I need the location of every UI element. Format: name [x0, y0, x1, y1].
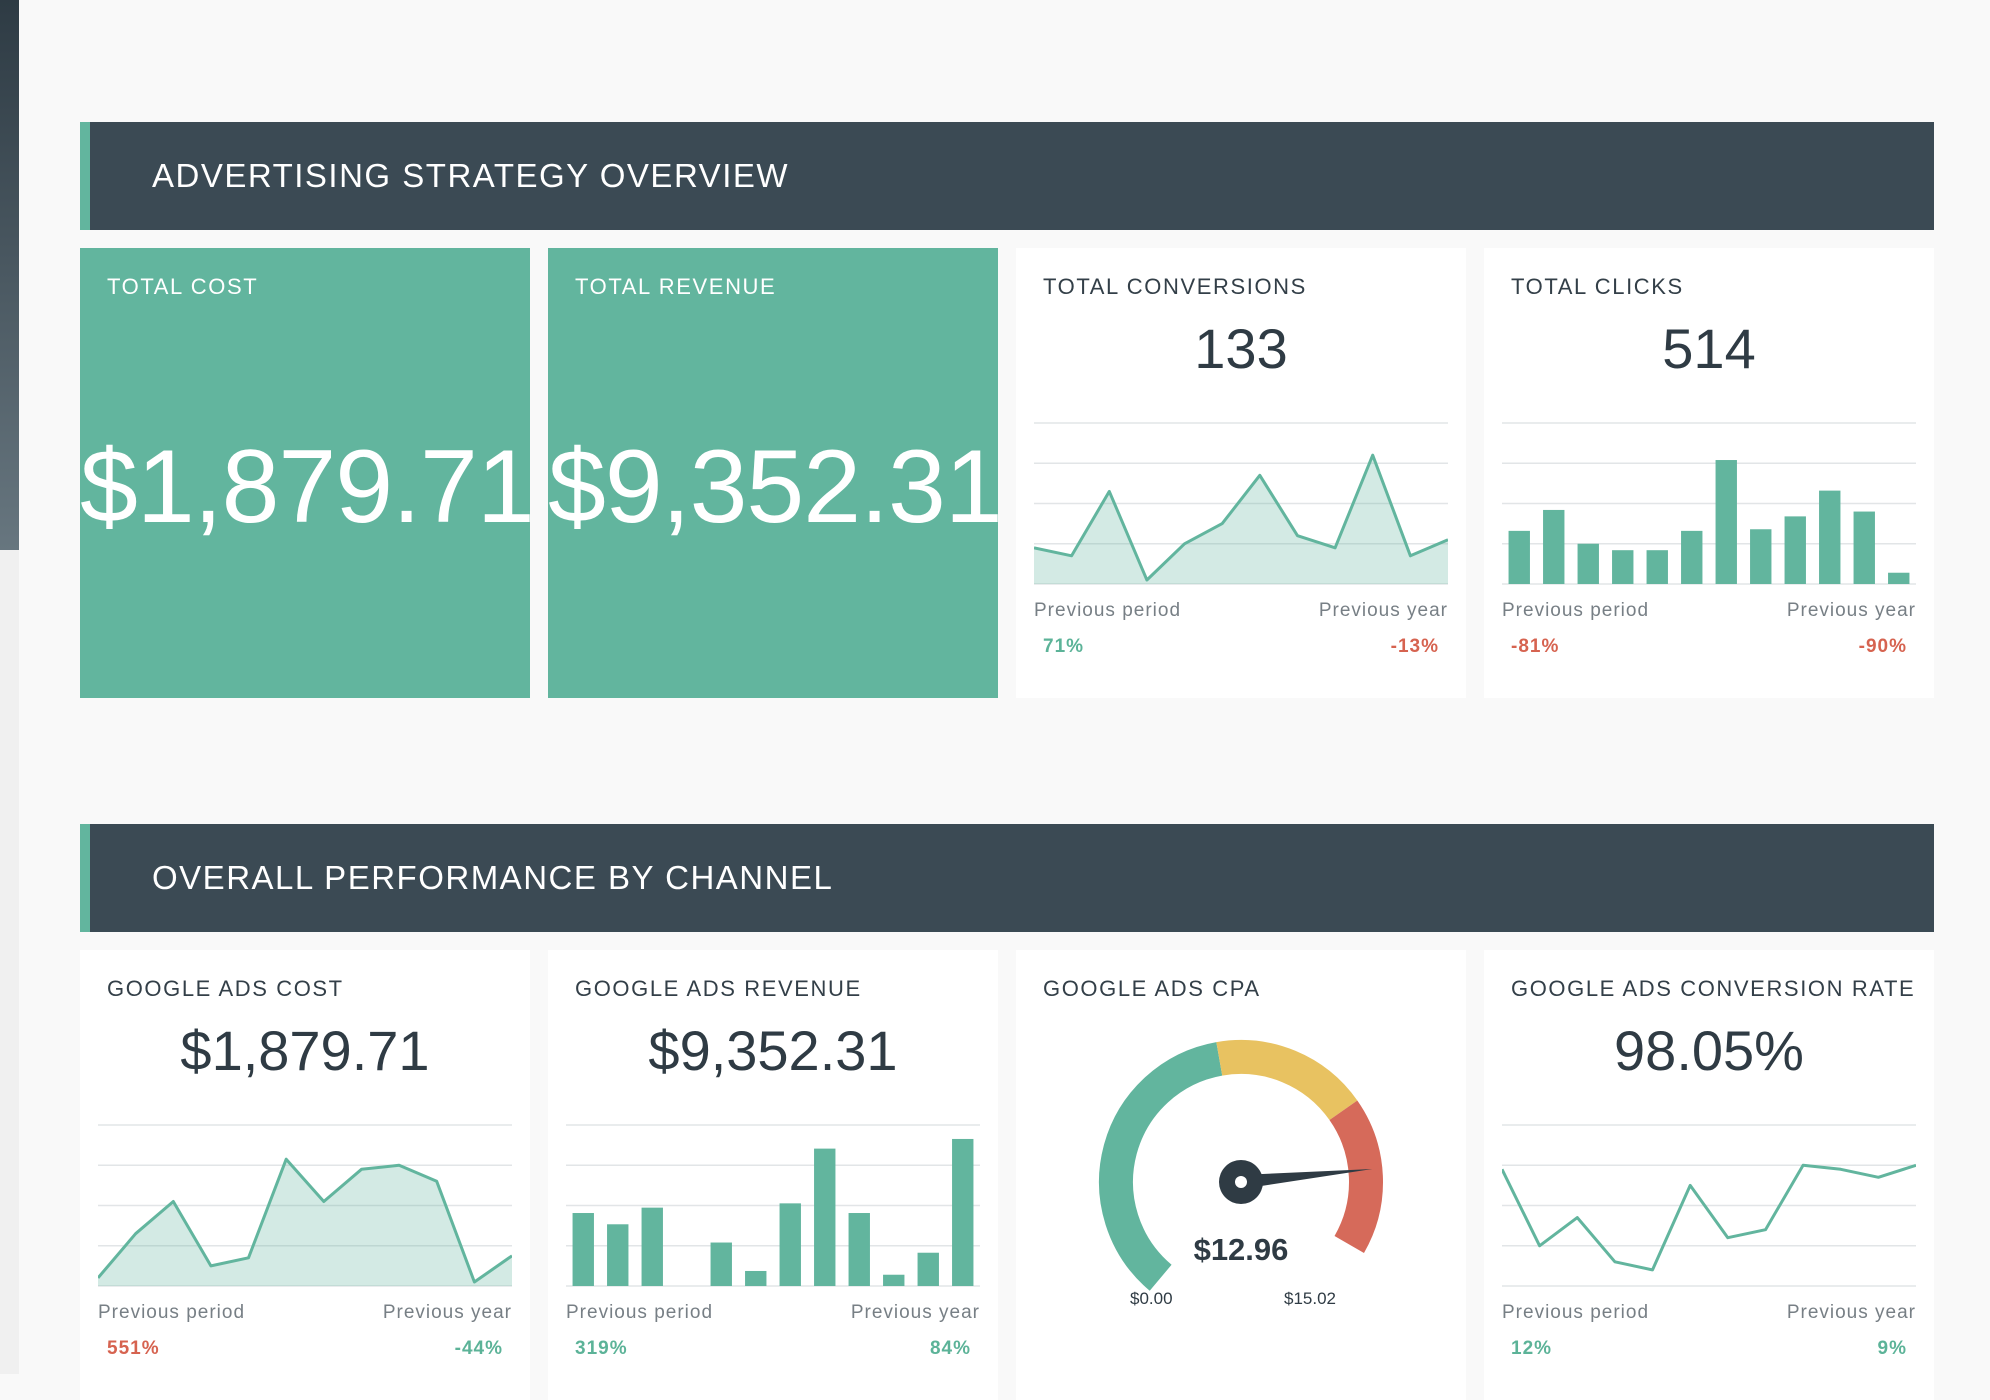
- bar: [1750, 529, 1772, 584]
- total-revenue-value: $9,352.31: [548, 429, 1003, 545]
- bar: [1577, 543, 1599, 584]
- section-accent-bar: [80, 824, 90, 932]
- bar: [1508, 530, 1530, 584]
- previous-period-change: 319%: [575, 1338, 628, 1359]
- tile-total-revenue[interactable]: TOTAL REVENUE $9,352.31: [548, 248, 1003, 698]
- tile-google-ads-cost[interactable]: GOOGLE ADS COST $1,879.71 Previous perio…: [80, 950, 530, 1400]
- previous-period-change: 12%: [1511, 1338, 1553, 1359]
- previous-year-change: 9%: [1877, 1338, 1907, 1359]
- gauge-hub-center: [1235, 1176, 1247, 1188]
- bar: [572, 1213, 594, 1286]
- section-accent-bar: [80, 122, 90, 230]
- bar: [779, 1203, 801, 1286]
- cpa-value: $12.96: [1193, 1232, 1289, 1267]
- bar: [641, 1207, 663, 1286]
- series-line: [1034, 453, 1448, 582]
- conversion-rate-value: 98.05%: [1614, 1019, 1804, 1082]
- bar: [883, 1274, 905, 1286]
- tile-title: TOTAL CLICKS: [1511, 274, 1684, 299]
- previous-period-change: 551%: [107, 1338, 160, 1359]
- previous-period-change: 71%: [1043, 636, 1085, 657]
- tile-title: TOTAL REVENUE: [575, 274, 777, 299]
- previous-year-label: Previous year: [382, 1302, 512, 1323]
- previous-year-label: Previous year: [1318, 600, 1448, 621]
- series-line: [1502, 1163, 1916, 1272]
- total-cost-value: $1,879.71: [80, 429, 535, 545]
- tile-title: GOOGLE ADS CONVERSION RATE: [1511, 976, 1916, 1001]
- section-header-performance-by-channel: OVERALL PERFORMANCE BY CHANNEL: [80, 824, 1934, 932]
- bar: [1715, 460, 1737, 584]
- tile-title: GOOGLE ADS CPA: [1043, 976, 1261, 1001]
- bar: [848, 1213, 870, 1286]
- cost-area-chart: [98, 1124, 512, 1287]
- tile-total-cost[interactable]: TOTAL COST $1,879.71: [80, 248, 535, 698]
- tile-total-clicks[interactable]: TOTAL CLICKS 514 Previous period Previou…: [1484, 248, 1934, 698]
- previous-year-change: -44%: [454, 1338, 503, 1359]
- bar: [1543, 509, 1565, 584]
- total-clicks-value: 514: [1662, 317, 1756, 380]
- bar: [710, 1242, 732, 1286]
- conversion-rate-line-chart: [1502, 1124, 1916, 1287]
- revenue-bar-chart: [566, 1124, 980, 1287]
- tile-total-conversions[interactable]: TOTAL CONVERSIONS 133 Previous period Pr…: [1016, 248, 1466, 698]
- bar: [952, 1138, 974, 1286]
- bar: [1888, 572, 1910, 584]
- tile-title: TOTAL COST: [107, 274, 259, 299]
- gauge-min-label: $0.00: [1130, 1289, 1173, 1308]
- previous-period-label: Previous period: [1034, 600, 1182, 621]
- conversions-area-chart: [1034, 422, 1448, 585]
- bar: [1819, 490, 1841, 584]
- tile-google-ads-revenue[interactable]: GOOGLE ADS REVENUE $9,352.31 Previous pe…: [548, 950, 998, 1400]
- bar: [745, 1270, 767, 1286]
- gauge-band: [1216, 1040, 1358, 1121]
- left-sidebar-edge: [0, 0, 19, 550]
- bar: [917, 1252, 939, 1286]
- gauge-max-label: $15.02: [1284, 1289, 1336, 1308]
- gauge-band: [1099, 1042, 1223, 1291]
- tile-google-ads-cpa[interactable]: GOOGLE ADS CPA $12.96 $0.00 $15.02: [1016, 950, 1466, 1400]
- previous-period-label: Previous period: [1502, 600, 1650, 621]
- tile-title: TOTAL CONVERSIONS: [1043, 274, 1307, 299]
- gauge-band: [1329, 1100, 1383, 1253]
- previous-year-change: -13%: [1390, 636, 1439, 657]
- bar: [607, 1224, 629, 1286]
- previous-period-label: Previous period: [1502, 1302, 1650, 1323]
- previous-year-label: Previous year: [1786, 1302, 1916, 1323]
- section-title: ADVERTISING STRATEGY OVERVIEW: [152, 157, 790, 194]
- section-header-advertising-overview: ADVERTISING STRATEGY OVERVIEW: [80, 122, 1934, 230]
- bar: [1853, 511, 1875, 584]
- bar: [1681, 530, 1703, 584]
- previous-year-label: Previous year: [1786, 600, 1916, 621]
- left-sidebar-strip: [0, 550, 19, 1374]
- gauge-needle: [1240, 1168, 1373, 1189]
- bar: [1646, 550, 1668, 584]
- cpa-gauge: [1099, 1040, 1383, 1291]
- previous-year-change: -90%: [1858, 636, 1907, 657]
- previous-period-label: Previous period: [566, 1302, 714, 1323]
- clicks-bar-chart: [1502, 422, 1916, 585]
- google-ads-cost-value: $1,879.71: [180, 1019, 430, 1082]
- tile-title: GOOGLE ADS REVENUE: [575, 976, 862, 1001]
- bar: [814, 1148, 836, 1286]
- bar: [1784, 516, 1806, 584]
- google-ads-revenue-value: $9,352.31: [648, 1019, 898, 1082]
- series-line: [98, 1157, 512, 1284]
- tile-title: GOOGLE ADS COST: [107, 976, 344, 1001]
- tile-google-ads-conversion-rate[interactable]: GOOGLE ADS CONVERSION RATE 98.05% Previo…: [1484, 950, 1934, 1400]
- section-title: OVERALL PERFORMANCE BY CHANNEL: [152, 859, 834, 896]
- previous-year-label: Previous year: [850, 1302, 980, 1323]
- total-conversions-value: 133: [1194, 317, 1288, 380]
- previous-period-label: Previous period: [98, 1302, 246, 1323]
- previous-year-change: 84%: [929, 1338, 971, 1359]
- area-fill: [1034, 455, 1448, 584]
- bar: [1612, 550, 1634, 584]
- area-fill: [98, 1159, 512, 1286]
- previous-period-change: -81%: [1511, 636, 1560, 657]
